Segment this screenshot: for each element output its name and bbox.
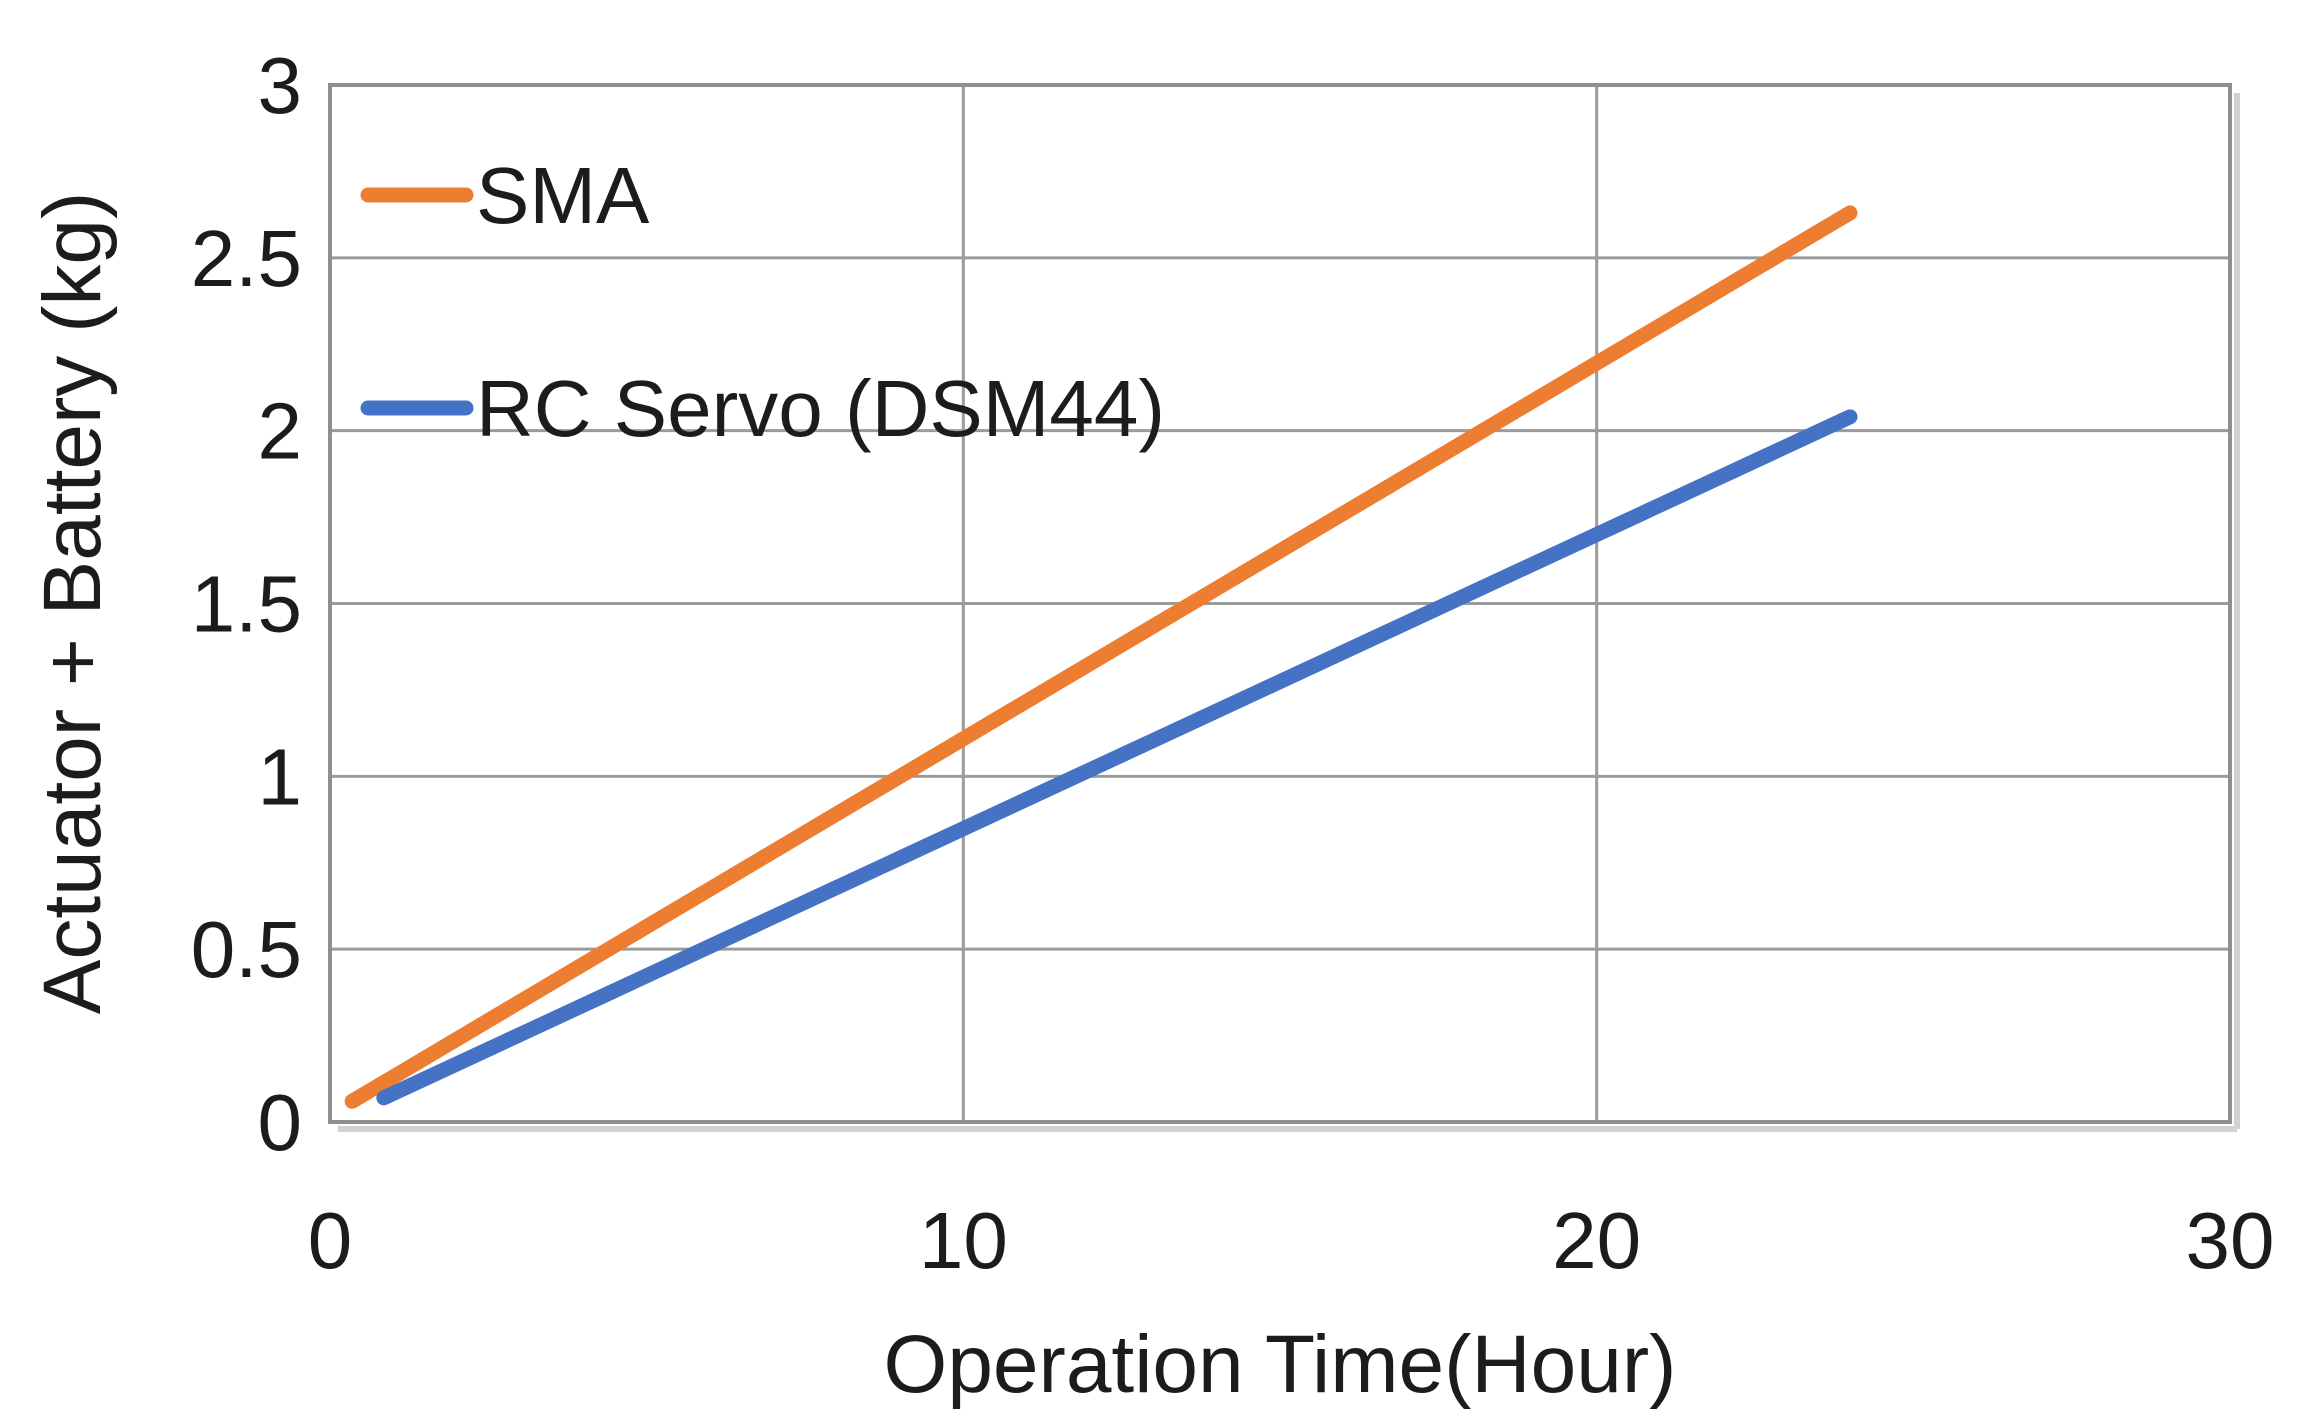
x-tick-label-0: 0 [308,1196,353,1285]
legend: SMA RC Servo (DSM44) [360,151,1165,453]
legend-label-sma: SMA [476,151,650,240]
x-tick-label-30: 30 [2186,1196,2275,1285]
plot-shadow [338,93,2240,1132]
y-tick-label-1: 1 [258,732,303,821]
y-tick-label-2.5: 2.5 [191,214,302,303]
tick-labels: 00.511.522.530 10 20 30 [191,41,2275,1285]
y-axis-title: Actuator + Battery (kg) [27,192,118,1015]
series-line-rc-servo-dsm44 [376,409,1858,1106]
y-tick-label-1.5: 1.5 [191,560,302,649]
legend-label-rc-servo-dsm44: RC Servo (DSM44) [476,364,1165,453]
series-line-sma [344,205,1858,1109]
plot-border [328,83,2232,1124]
y-tick-label-0: 0 [258,1078,303,1167]
gridlines [328,83,2232,1124]
x-tick-label-10: 10 [919,1196,1008,1285]
y-tick-label-0.5: 0.5 [191,905,302,994]
series-lines [344,205,1858,1109]
x-tick-label-20: 20 [1552,1196,1641,1285]
x-axis-title: Operation Time(Hour) [884,1319,1677,1410]
y-tick-label-2: 2 [258,387,303,476]
y-tick-label-3: 3 [258,41,303,130]
